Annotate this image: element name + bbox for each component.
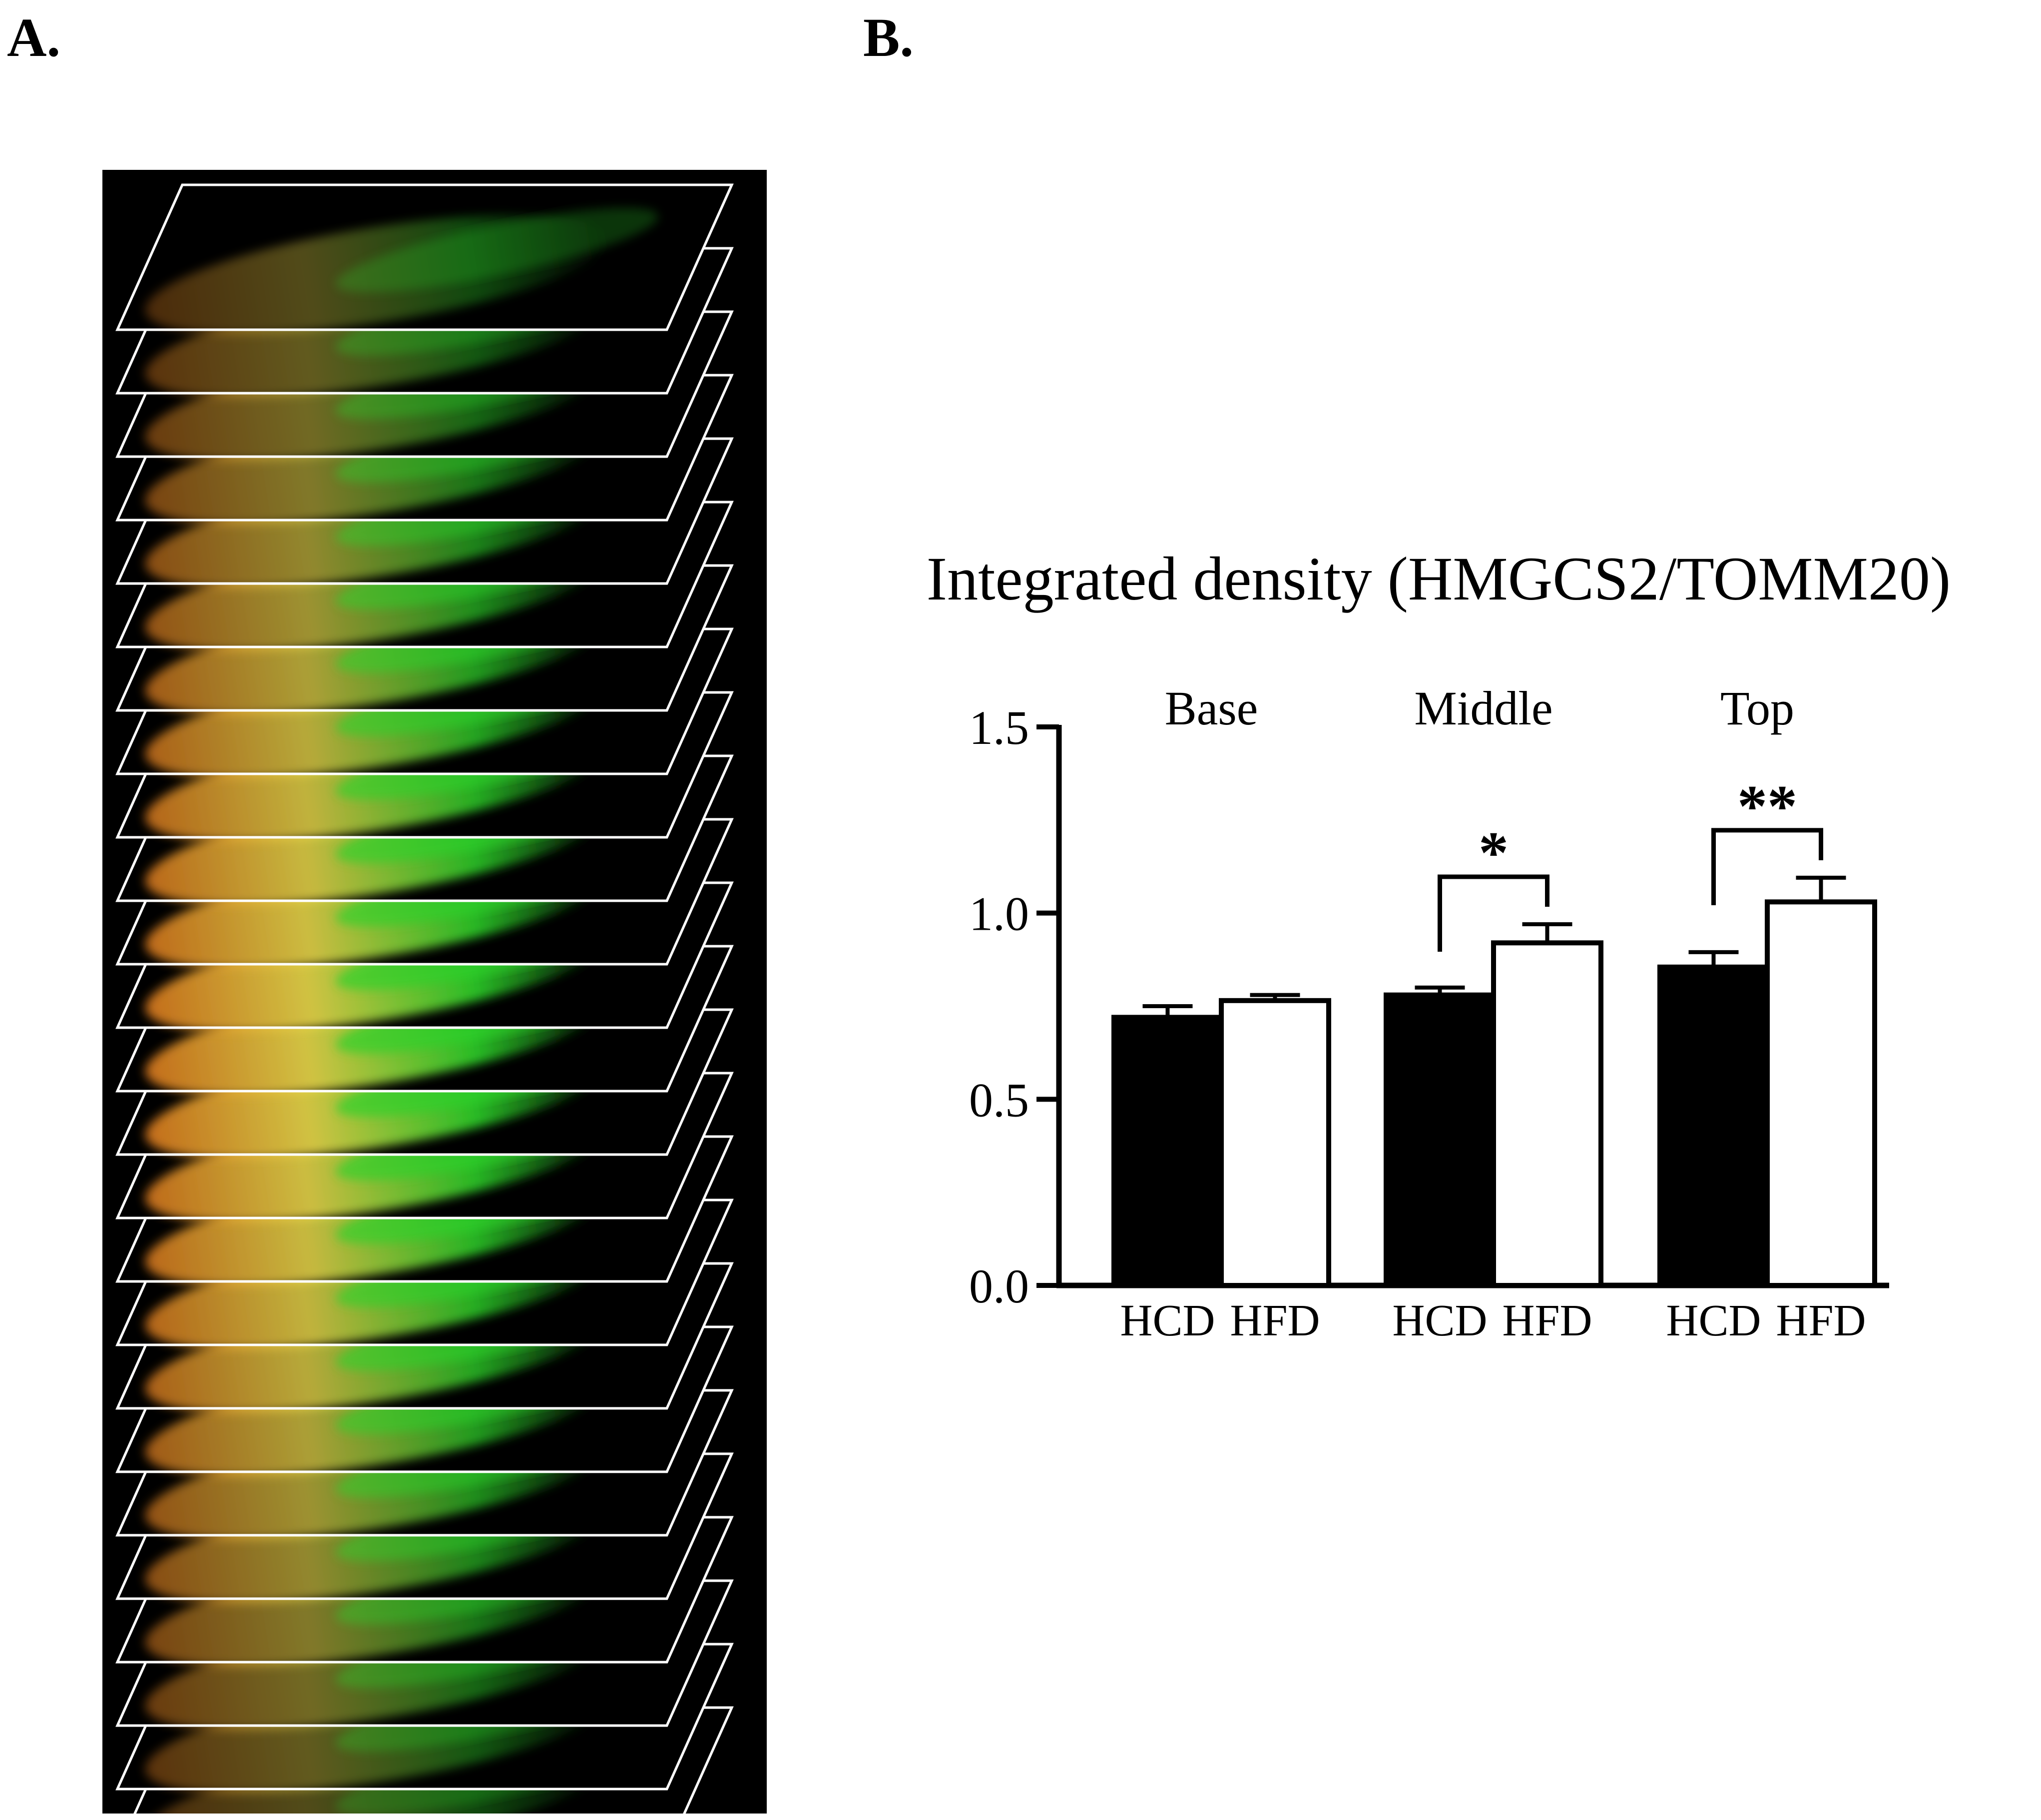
bar-chart-panel: Integrated density (HMGCS2/TOMM20) Base M… xyxy=(889,525,2041,1384)
stack-slice xyxy=(115,183,734,335)
x-tick-label: HFD xyxy=(1776,1296,1866,1345)
chart-title: Integrated density (HMGCS2/TOMM20) xyxy=(927,545,1951,613)
image-stack-panel xyxy=(102,170,767,1814)
x-tick-label: HCD xyxy=(1666,1296,1761,1345)
bar-chart: Integrated density (HMGCS2/TOMM20) Base M… xyxy=(927,545,1951,1345)
bar-hfd xyxy=(1491,940,1603,1288)
significance-bracket xyxy=(1711,828,1823,905)
x-tick-label: HCD xyxy=(1120,1296,1215,1345)
significance-bracket xyxy=(1438,874,1549,952)
x-tick-label: HFD xyxy=(1502,1296,1592,1345)
significance-label: ** xyxy=(1737,773,1797,839)
group-label: Base xyxy=(1165,681,1258,735)
y-tick-label: 0.5 xyxy=(969,1073,1029,1127)
panel-a-label: A. xyxy=(7,7,60,68)
image-stack xyxy=(102,170,767,1814)
x-tick-label: HCD xyxy=(1392,1296,1487,1345)
bar-hfd xyxy=(1219,998,1331,1288)
bar-hcd xyxy=(1111,1015,1224,1288)
group-label: Top xyxy=(1720,681,1794,735)
x-tick-label: HFD xyxy=(1230,1296,1320,1345)
slice-outline xyxy=(115,183,734,331)
panel-b-label: B. xyxy=(863,7,914,68)
slice-tissue-green xyxy=(336,208,658,292)
bar-hcd xyxy=(1657,964,1770,1288)
group-label: Middle xyxy=(1414,681,1552,735)
significance-label: * xyxy=(1479,819,1509,886)
y-tick-label: 0.0 xyxy=(969,1259,1029,1313)
bar-hcd xyxy=(1384,992,1496,1288)
y-tick-label: 1.5 xyxy=(969,701,1029,754)
y-tick-label: 1.0 xyxy=(969,887,1029,941)
bar-hfd xyxy=(1765,899,1877,1288)
